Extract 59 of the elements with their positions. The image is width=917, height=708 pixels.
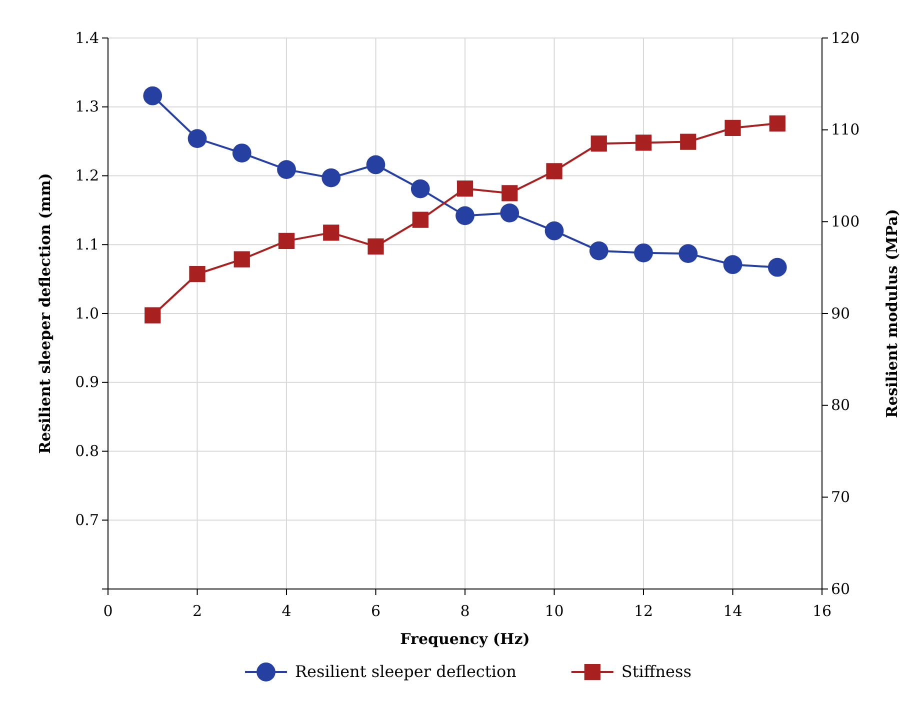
point [456, 180, 474, 197]
point [323, 224, 340, 241]
point [500, 204, 520, 222]
y-tick-label: 0.7 [75, 510, 99, 529]
point [678, 244, 698, 263]
legend-label: Stiffness [621, 662, 692, 681]
y-tick-label: 1.2 [75, 166, 99, 185]
point [634, 243, 653, 262]
point [502, 185, 518, 202]
y-tick-label: 1.3 [75, 98, 99, 116]
y2-tick-label: 70 [831, 488, 850, 506]
point [589, 241, 608, 260]
point [277, 160, 296, 179]
y2-tick-label: 60 [831, 580, 850, 598]
x-tick-label: 0 [103, 602, 113, 620]
legend-label: Resilient sleeper deflection [295, 662, 516, 681]
point [189, 266, 206, 282]
x-tick-label: 8 [460, 602, 470, 620]
point [278, 232, 295, 250]
point [188, 129, 207, 148]
y-tick-label: 0.9 [75, 373, 99, 392]
point [366, 155, 386, 174]
x-tick-label: 12 [634, 602, 654, 620]
point [724, 120, 741, 136]
point [590, 136, 607, 152]
x-tick-label: 16 [812, 602, 832, 620]
y2-tick-label: 120 [831, 28, 860, 47]
y2-tick-label: 110 [831, 120, 860, 139]
x-tick-label: 2 [192, 602, 202, 620]
point [234, 251, 250, 268]
y-tick-label: 1.0 [75, 304, 99, 322]
point [544, 221, 564, 240]
y-tick-label: 1.4 [75, 28, 99, 47]
x-tick-label: 14 [723, 602, 742, 620]
point [456, 206, 474, 226]
y-axis-title: Resilient sleeper deflection (mm) [36, 173, 54, 454]
point [410, 179, 430, 198]
point [322, 168, 341, 188]
point [144, 307, 161, 324]
point [635, 134, 652, 151]
point [723, 255, 742, 274]
y2-axis-title: Resilient modulus (MPa) [883, 208, 901, 418]
point [412, 212, 428, 228]
point [143, 86, 162, 106]
x-tick-label: 6 [370, 602, 381, 620]
x-tick-label: 4 [282, 602, 292, 620]
point [546, 163, 562, 180]
point [368, 238, 384, 255]
point [769, 115, 786, 132]
y-tick-label: 1.1 [75, 235, 99, 254]
x-axis-title: Frequency (Hz) [400, 630, 530, 648]
y-tick-label: 0.8 [75, 442, 99, 460]
y2-tick-label: 90 [831, 304, 850, 322]
point [232, 144, 252, 162]
y2-tick-label: 80 [831, 396, 850, 414]
point [680, 134, 696, 150]
y2-tick-label: 100 [831, 212, 860, 230]
point [768, 258, 787, 277]
x-tick-label: 10 [544, 602, 564, 620]
